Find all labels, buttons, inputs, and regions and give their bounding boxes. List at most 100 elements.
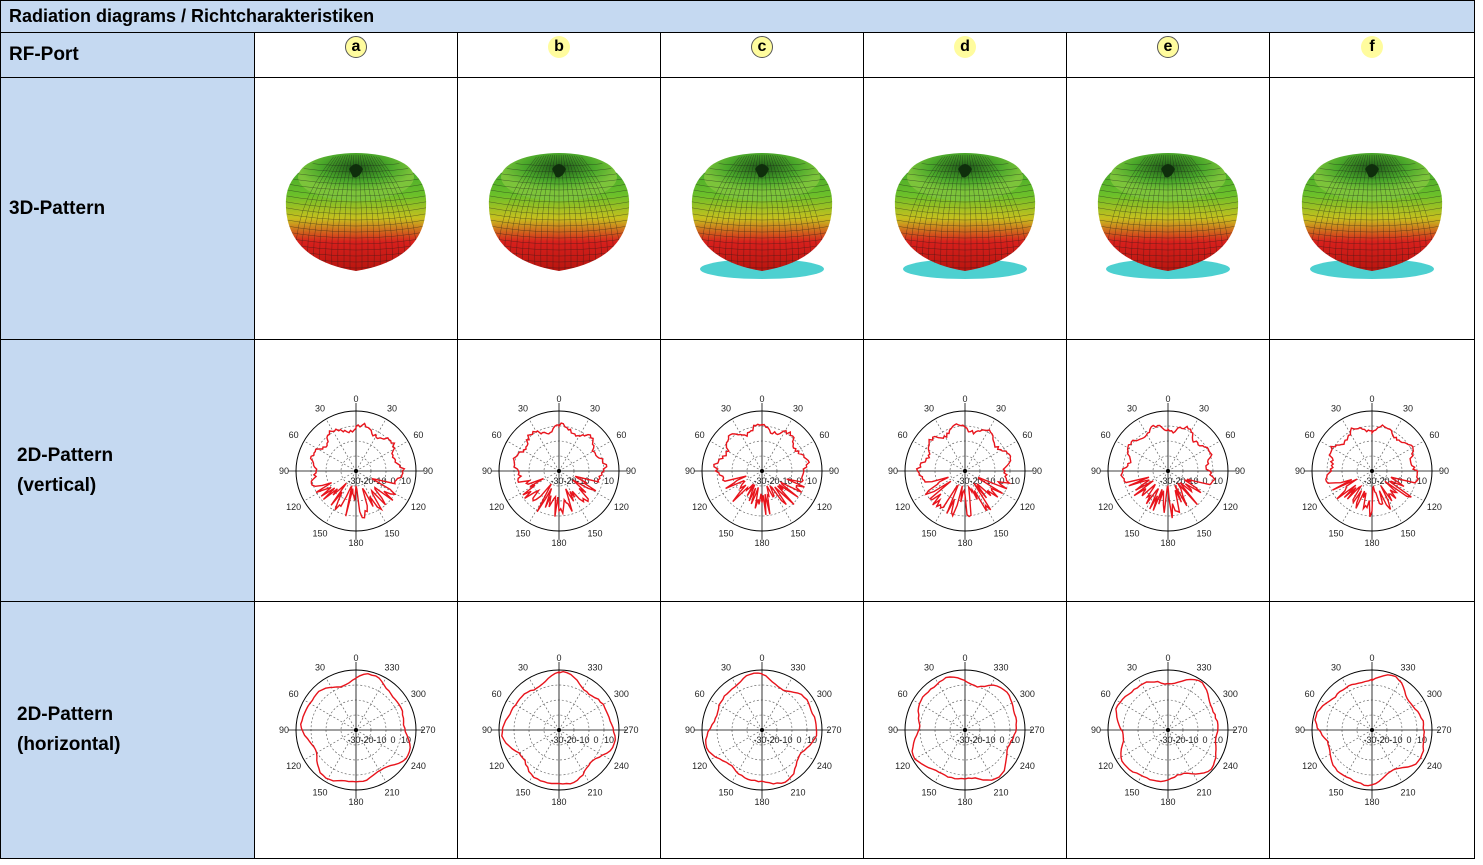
2d-vertical-cell-c: 0 30 30 60 60 90 90 120 120 150 150 180 -30 -20 -10 0 10 [660,339,864,602]
row-label-2d-horizontal: 2D-Pattern (horizontal) [0,601,255,859]
polar-center [1166,468,1170,473]
port-cell-c: c [660,32,864,78]
angle-tick-label: 90 [1032,466,1042,476]
3d-pattern-image-f [1301,152,1443,279]
radial-tick-label: 0 [999,735,1004,745]
angle-tick-label: 90 [1439,466,1449,476]
angle-tick-label: 0 [556,394,561,404]
angle-tick-label: 150 [312,528,327,538]
angle-tick-label: 180 [754,797,769,807]
row-label-line1: 2D-Pattern [17,444,114,466]
angle-tick-label: 120 [817,502,832,512]
angle-tick-label: 0 [759,394,764,404]
3d-pattern-cell-e [1066,77,1270,340]
radial-tick-label: -10 [576,735,589,745]
angle-tick-label: 120 [692,761,707,771]
radial-tick-label: 10 [1010,476,1020,486]
pattern-trace [1325,423,1419,517]
2d-horizontal-cell-b: 0 30 330 60 300 90 270 120 240 150 210 180 -30 -20 -10… [457,601,661,859]
polar-center [557,728,561,732]
2d-horizontal-plot-b: 0 30 330 60 300 90 270 120 240 150 210 180 -30 -20 -10… [482,653,639,807]
angle-tick-label: 90 [685,466,695,476]
pattern-trace [713,423,811,515]
angle-tick-label: 120 [614,502,629,512]
radial-tick-label: -20 [766,735,779,745]
angle-tick-label: 330 [587,663,602,673]
radial-tick-label: 10 [604,735,614,745]
polar-center [1166,728,1170,732]
radial-tick-label: 0 [1202,735,1207,745]
radial-tick-label: 0 [1406,735,1411,745]
radial-tick-label: -30 [753,735,766,745]
port-cell-f: f [1269,32,1475,78]
angle-tick-label: 150 [718,787,733,797]
angle-tick-label: 120 [286,761,301,771]
angle-tick-label: 90 [423,466,433,476]
angle-tick-label: 240 [1427,761,1442,771]
3d-pattern-cell-f [1269,77,1475,340]
2d-horizontal-cell-f: 0 30 330 60 300 90 270 120 240 150 210 180 -30 -20 -10… [1269,601,1475,859]
angle-tick-label: 30 [721,403,731,413]
angle-tick-label: 120 [1302,761,1317,771]
2d-horizontal-plot-c: 0 30 330 60 300 90 270 120 240 150 210 180 -30 -20 -10… [685,653,842,807]
angle-tick-label: 300 [1020,689,1035,699]
polar-center [354,468,358,473]
angle-tick-label: 60 [1022,430,1032,440]
radial-tick-label: 10 [401,735,411,745]
radial-tick-label: 0 [593,735,598,745]
angle-tick-label: 240 [1223,761,1238,771]
radial-tick-label: -10 [1389,735,1402,745]
port-badge-f: f [1361,36,1383,58]
2d-horizontal-cell-a: 0 30 330 60 300 90 270 120 240 150 210 180 -30 -20 -10… [254,601,458,859]
radial-tick-label: -20 [563,735,576,745]
angle-tick-label: 150 [790,528,805,538]
angle-tick-label: 30 [1199,403,1209,413]
polar-center [963,468,967,473]
radial-tick-label: 0 [1202,476,1207,486]
3d-pattern-image-b [488,152,630,271]
radial-tick-label: -30 [347,476,360,486]
port-badge-e: e [1157,36,1179,58]
angle-tick-label: 90 [1235,466,1245,476]
polar-center [354,728,358,732]
radial-tick-label: 0 [390,735,395,745]
row-label-line2: (horizontal) [17,734,121,755]
angle-tick-label: 180 [348,538,363,548]
pattern-trace [911,676,1018,781]
angle-tick-label: 300 [817,689,832,699]
angle-tick-label: 150 [1124,528,1139,538]
angle-tick-label: 150 [921,528,936,538]
mesh-center [1365,163,1379,177]
radial-tick-label: -20 [1376,476,1389,486]
angle-tick-label: 180 [1364,797,1379,807]
angle-tick-label: 180 [1160,797,1175,807]
angle-tick-label: 30 [721,663,731,673]
angle-tick-label: 30 [1403,403,1413,413]
angle-tick-label: 120 [1020,502,1035,512]
port-cell-d: d [863,32,1067,78]
angle-tick-label: 60 [289,689,299,699]
angle-tick-label: 90 [279,466,289,476]
angle-tick-label: 0 [353,394,358,404]
angle-tick-label: 330 [384,663,399,673]
angle-tick-label: 30 [518,403,528,413]
angle-tick-label: 300 [614,689,629,699]
angle-tick-label: 0 [1165,394,1170,404]
2d-horizontal-plot-a: 0 30 330 60 300 90 270 120 240 150 210 180 -30 -20 -10… [279,653,436,807]
angle-tick-label: 90 [1295,466,1305,476]
angle-tick-label: 120 [692,502,707,512]
3d-pattern-cell-a [254,77,458,340]
port-badge-d: d [954,36,976,58]
angle-tick-label: 270 [420,725,435,735]
3d-pattern-cell-c [660,77,864,340]
angle-tick-label: 150 [515,787,530,797]
radial-tick-label: -20 [563,476,576,486]
angle-tick-label: 120 [1223,502,1238,512]
radial-tick-label: -20 [360,476,373,486]
radial-tick-label: 10 [1417,735,1427,745]
angle-tick-label: 90 [482,466,492,476]
angle-tick-label: 120 [489,761,504,771]
port-cell-e: e [1066,32,1270,78]
angle-tick-label: 0 [962,653,967,663]
radial-tick-label: 0 [796,735,801,745]
